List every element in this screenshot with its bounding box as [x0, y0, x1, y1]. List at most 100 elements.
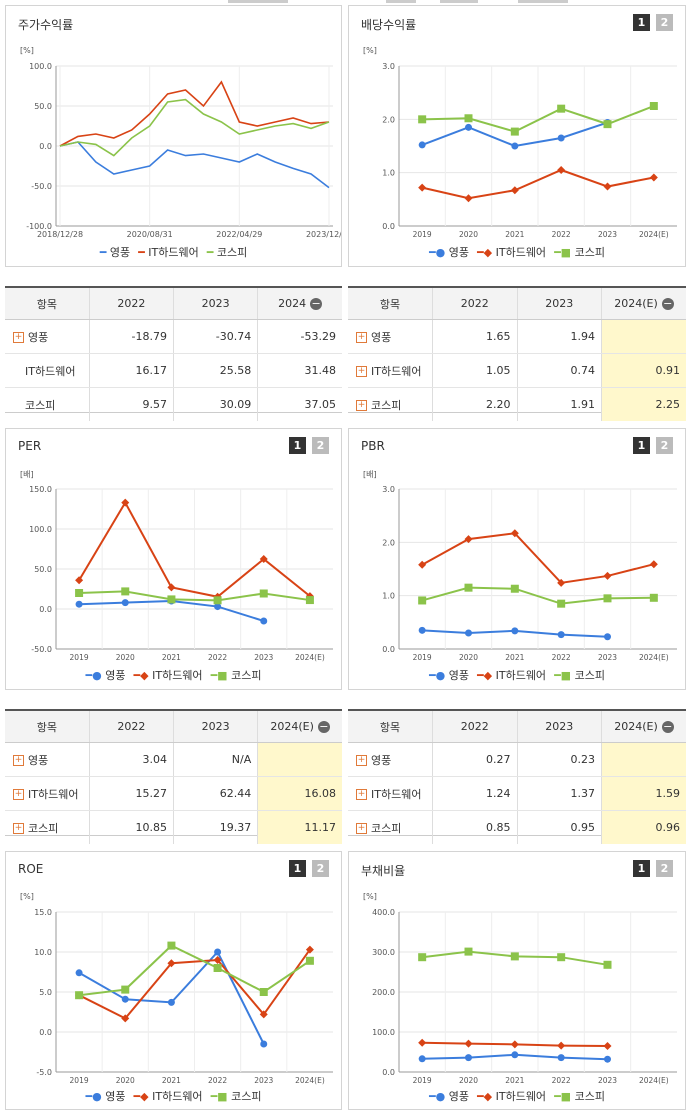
row-label[interactable]: + 영풍 — [348, 742, 433, 777]
row-label[interactable]: + IT하드웨어 — [348, 353, 433, 388]
expand-icon[interactable]: + — [13, 789, 24, 800]
data-point — [213, 964, 222, 972]
column-header: 2023 — [172, 711, 258, 743]
data-point — [418, 115, 427, 124]
data-point — [510, 952, 519, 961]
table-row: + IT하드웨어 1.05 0.74 0.91 — [348, 353, 686, 388]
expand-icon[interactable]: + — [356, 332, 367, 343]
row-label[interactable]: + 영풍 — [348, 319, 433, 354]
series-line — [421, 586, 654, 605]
x-tick-label: 2023 — [254, 1076, 273, 1085]
page-2-button[interactable]: 2 — [656, 437, 673, 454]
table-cell: 9.57 — [88, 387, 174, 421]
legend-marker-icon: ━■ — [210, 669, 232, 682]
row-label[interactable]: + IT하드웨어 — [348, 776, 433, 811]
legend-marker-icon: ━■ — [554, 1090, 575, 1103]
data-point — [418, 1055, 426, 1063]
pbr-chart: 3.0 2.0 1.0 0.0 2019 2020 2021 2022 2023 2024(E) — [382, 485, 677, 662]
legend-marker-icon: ━ — [138, 246, 149, 259]
collapse-icon[interactable]: − — [317, 720, 330, 733]
legend-item: ━● 영풍 — [86, 669, 126, 682]
legend-marker-icon: ━◆ — [477, 1090, 496, 1103]
y-tick-label: -50.0 — [31, 645, 52, 654]
page-1-button[interactable]: 1 — [633, 14, 650, 31]
series-line — [422, 105, 655, 133]
x-tick-label: 2022 — [552, 230, 571, 239]
top-tab-edge — [228, 0, 288, 3]
legend-label: 코스피 — [574, 1090, 605, 1103]
table-cell: 1.91 — [516, 387, 602, 421]
legend-item: ━● 영풍 — [429, 246, 469, 259]
expand-icon[interactable]: + — [356, 366, 367, 377]
legend-label: 영풍 — [448, 246, 470, 259]
page-2-button[interactable]: 2 — [656, 860, 673, 877]
data-point — [418, 596, 427, 605]
x-tick-label: 2024(E) — [295, 653, 325, 662]
legend-item: ━■ 코스피 — [554, 246, 605, 259]
data-point — [75, 589, 84, 597]
legend: ━● 영풍 ━◆ IT하드웨어 ━■ 코스피 — [349, 244, 685, 260]
table-cell: 0.74 — [516, 353, 602, 388]
data-point — [464, 583, 473, 592]
row-label[interactable]: 코스피 — [25, 398, 56, 412]
row-label[interactable]: + 영풍 — [5, 319, 90, 354]
data-point — [510, 584, 519, 593]
table-cell: 16.08 — [257, 776, 342, 811]
data-point — [603, 571, 612, 580]
collapse-icon[interactable]: − — [661, 720, 674, 733]
page-2-button[interactable]: 2 — [656, 14, 673, 31]
data-point — [75, 600, 83, 608]
panel-title: 주가수익률 — [18, 18, 74, 32]
expand-icon[interactable]: + — [13, 332, 24, 343]
per-chart: 150.0 100.0 50.0 0.0 -50.0 2019 2020 2021 2022 20… — [29, 485, 333, 662]
expand-icon[interactable]: + — [356, 400, 367, 411]
data-point — [557, 631, 565, 639]
data-point — [418, 141, 426, 149]
expand-icon[interactable]: + — [13, 823, 24, 834]
page-1-button[interactable]: 1 — [289, 437, 306, 454]
page-2-button[interactable]: 2 — [312, 860, 329, 877]
table-cell: 19.37 — [172, 810, 258, 844]
legend-item: ━ 코스피 — [207, 246, 248, 259]
table-row: + 영풍 0.27 0.23 — [348, 742, 686, 777]
data-point — [418, 560, 427, 569]
row-label[interactable]: + IT하드웨어 — [5, 776, 90, 811]
table-cell: 0.96 — [601, 810, 686, 844]
data-point — [649, 102, 658, 110]
y-tick-label: 10.0 — [34, 948, 52, 957]
page-2-button[interactable]: 2 — [312, 437, 329, 454]
y-tick-label: 150.0 — [29, 485, 52, 494]
expand-icon[interactable]: + — [356, 823, 367, 834]
page-1-button[interactable]: 1 — [633, 860, 650, 877]
legend-label: 영풍 — [109, 246, 131, 259]
table-cell: 10.85 — [88, 810, 174, 844]
row-label[interactable]: IT하드웨어 — [5, 353, 90, 388]
table-cell: 30.09 — [172, 387, 258, 421]
data-point — [418, 626, 426, 634]
page-1-button[interactable]: 1 — [633, 437, 650, 454]
row-label[interactable]: + 영풍 — [5, 742, 90, 777]
table-cell: 25.58 — [172, 353, 258, 388]
unit-label: [%] — [20, 46, 34, 55]
legend-label: 영풍 — [105, 669, 126, 682]
stock-return-panel: 주가수익률 [%] 100.0 50.0 0.0 -50.0 -100.0 2018/12… — [5, 5, 342, 267]
collapse-icon[interactable]: − — [310, 297, 323, 310]
row-label[interactable]: + 코스피 — [13, 821, 59, 835]
data-point — [510, 186, 519, 195]
data-point — [603, 120, 612, 129]
data-point — [649, 173, 658, 182]
collapse-icon[interactable]: − — [661, 297, 674, 310]
data-point — [510, 127, 519, 136]
legend-item: ━◆ IT하드웨어 — [134, 669, 203, 682]
page-1-button[interactable]: 1 — [289, 860, 306, 877]
row-label[interactable]: + 코스피 — [356, 398, 402, 412]
data-point — [213, 596, 222, 605]
legend-item: ━◆ IT하드웨어 — [477, 246, 546, 259]
x-tick-label: 2020 — [459, 653, 478, 662]
expand-icon[interactable]: + — [356, 789, 367, 800]
expand-icon[interactable]: + — [13, 755, 24, 766]
data-point — [121, 995, 129, 1003]
expand-icon[interactable]: + — [356, 755, 367, 766]
data-point — [603, 1042, 612, 1050]
row-label[interactable]: + 코스피 — [356, 821, 402, 835]
